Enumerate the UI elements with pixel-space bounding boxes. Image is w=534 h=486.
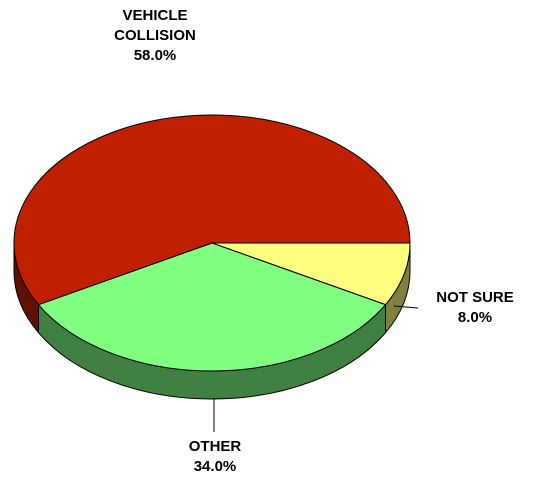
slice-label: OTHER 34.0% xyxy=(160,437,270,477)
slice-value: 34.0% xyxy=(193,458,237,475)
leader-line xyxy=(393,305,419,309)
slice-label: VEHICLE COLLISION 58.0% xyxy=(90,6,220,66)
slice-value: 8.0% xyxy=(457,309,493,326)
pie-slice xyxy=(211,242,411,306)
slice-name: NOT SURE xyxy=(436,289,514,306)
slice-name: VEHICLE COLLISION xyxy=(114,7,196,44)
slice-label: NOT SURE 8.0% xyxy=(420,288,530,328)
pie-slice xyxy=(13,114,411,306)
slice-name: OTHER xyxy=(188,438,242,455)
pie-slice xyxy=(37,242,387,372)
slice-value: 58.0% xyxy=(133,47,177,64)
